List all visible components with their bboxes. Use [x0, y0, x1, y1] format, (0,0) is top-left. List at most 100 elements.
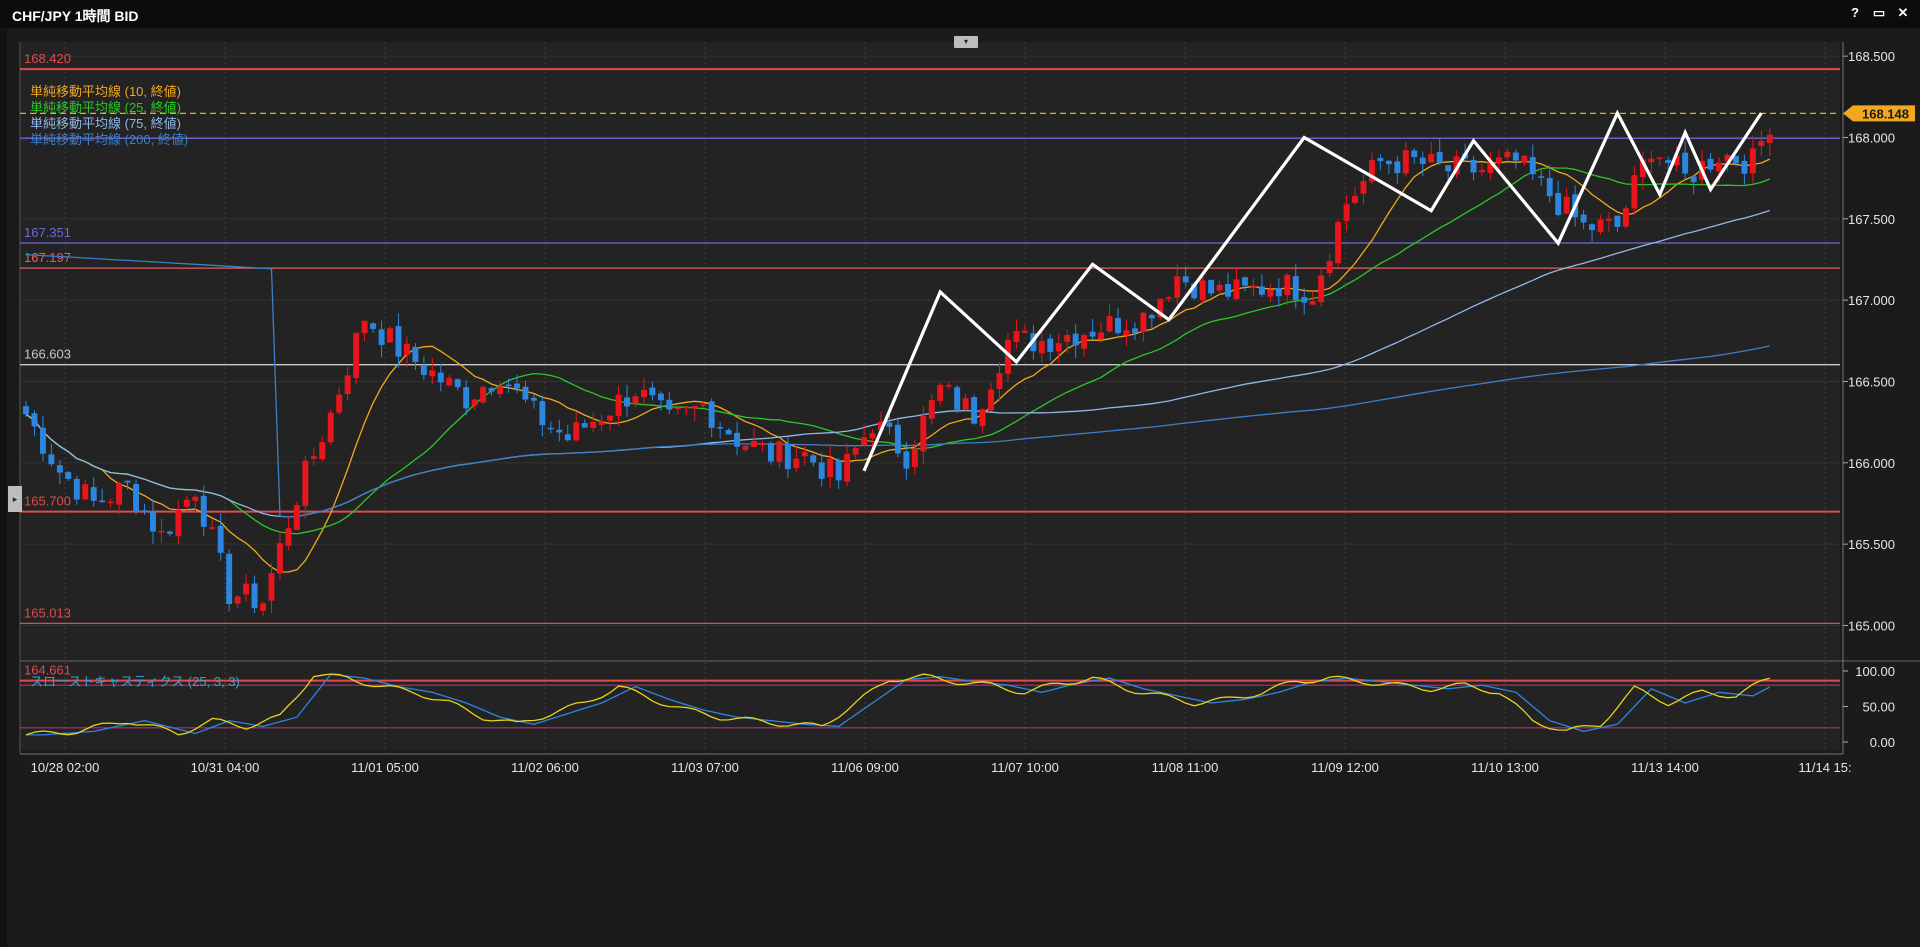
candle-body — [556, 429, 563, 433]
candle-body — [1072, 333, 1079, 346]
y-tick-label: 165.500 — [1848, 537, 1895, 552]
candle-body — [1038, 340, 1045, 354]
candle-body — [1106, 316, 1113, 332]
x-tick-label: 11/07 10:00 — [991, 760, 1059, 775]
candle-body — [56, 465, 63, 473]
candle-body — [1436, 151, 1443, 163]
candle-body — [1766, 134, 1773, 143]
candle-body — [370, 323, 377, 329]
candle-body — [894, 424, 901, 454]
candle-body — [1419, 157, 1426, 164]
candle-body — [700, 404, 707, 406]
candle-body — [1191, 283, 1198, 299]
candle-body — [827, 458, 834, 478]
candle-body — [615, 394, 622, 417]
candle-body — [73, 478, 80, 500]
candle-body — [1326, 261, 1333, 274]
candle-body — [1504, 151, 1511, 158]
candle-body — [1606, 218, 1612, 221]
price-chart[interactable]: 168.420 167.351 167.197 166.603 165.700 165.0… — [0, 28, 1920, 947]
candle-body — [1309, 301, 1316, 305]
candle-body — [429, 370, 436, 377]
candle-body — [1546, 178, 1553, 197]
candle-body — [251, 583, 258, 609]
close-icon[interactable]: ✕ — [1897, 5, 1909, 20]
candle-body — [835, 460, 842, 481]
candle-body — [99, 500, 106, 503]
window-titlebar: CHF/JPY 1時間 BID ? ▭ ✕ — [0, 0, 1920, 28]
candle-body — [937, 384, 944, 401]
candle-body — [564, 434, 571, 441]
candle-body — [505, 384, 512, 387]
candle-body — [1055, 343, 1062, 352]
candle-body — [920, 416, 927, 452]
price-level-label: 167.197 — [24, 250, 71, 265]
side-panel-toggle[interactable]: ▸ — [8, 486, 22, 512]
candle-body — [971, 397, 978, 424]
candle-body — [65, 472, 72, 479]
candle-body — [1656, 157, 1663, 160]
candle-body — [734, 432, 741, 447]
current-price-tag — [1843, 105, 1915, 122]
candle-body — [624, 397, 630, 407]
maximize-icon[interactable]: ▭ — [1872, 5, 1886, 20]
candle-body — [649, 387, 656, 396]
candle-body — [183, 499, 190, 507]
candle-body — [234, 596, 241, 604]
candle-body — [988, 389, 994, 411]
candle-body — [90, 487, 97, 501]
x-tick-label: 11/01 05:00 — [351, 760, 419, 775]
horizontal-levels: 168.420 167.351 167.197 166.603 165.700 165.0… — [20, 51, 1840, 682]
help-icon[interactable]: ? — [1851, 5, 1859, 20]
candle-body — [1292, 276, 1299, 301]
price-level-label: 164.661 — [24, 663, 71, 678]
candle-body — [1614, 215, 1621, 227]
candle-body — [166, 531, 173, 534]
collapse-panel-button[interactable]: ▾ — [954, 36, 978, 48]
candle-body — [1724, 154, 1731, 162]
candle-body — [124, 480, 131, 483]
x-tick-label: 10/31 04:00 — [191, 760, 260, 775]
candle-body — [1622, 208, 1629, 227]
candle-body — [403, 343, 410, 355]
candle-body — [1182, 276, 1189, 283]
candle-body — [1648, 158, 1655, 163]
candle-body — [1258, 286, 1265, 295]
candle-body — [1555, 193, 1562, 215]
candle-body — [471, 399, 478, 406]
candle-body — [141, 510, 148, 512]
price-level-label: 168.420 — [24, 51, 71, 66]
legend-entry: 単純移動平均線 (75, 終値) — [30, 116, 181, 131]
candle-body — [869, 433, 876, 439]
candle-body — [767, 442, 774, 462]
candle-body — [979, 409, 986, 426]
candle-body — [1411, 150, 1418, 158]
candle-body — [158, 530, 165, 533]
candle-body — [1563, 196, 1570, 214]
legend-entry: 単純移動平均線 (10, 終値) — [30, 84, 181, 99]
stochastic-panel: 100.00 50.00 0.00 スローストキャスティクス (25, 3, 3) — [20, 664, 1895, 750]
candle-body — [1098, 332, 1105, 340]
candle-body — [751, 441, 757, 447]
candle-body — [776, 441, 783, 462]
candle-body — [344, 375, 351, 395]
candle-body — [1250, 285, 1257, 289]
candle-body — [590, 421, 597, 428]
candle-body — [192, 496, 199, 501]
candle-body — [387, 328, 393, 343]
candle-body — [1242, 277, 1248, 286]
candle-body — [1377, 157, 1384, 162]
y-tick-label: 167.500 — [1848, 212, 1895, 227]
candle-body — [107, 501, 114, 504]
candle-body — [1165, 297, 1172, 299]
candle-body — [1081, 334, 1088, 349]
candle-body — [1453, 156, 1460, 175]
candle-body — [607, 415, 614, 421]
candle-body — [1148, 314, 1155, 319]
time-axis: 10/28 02:00 10/31 04:00 11/01 05:00 11/02 0… — [31, 760, 1852, 775]
candle-body — [1021, 330, 1028, 333]
candle-body — [759, 443, 766, 446]
candle-body — [1301, 297, 1308, 303]
x-tick-label: 11/14 15: — [1798, 760, 1851, 775]
candle-body — [1174, 276, 1181, 298]
